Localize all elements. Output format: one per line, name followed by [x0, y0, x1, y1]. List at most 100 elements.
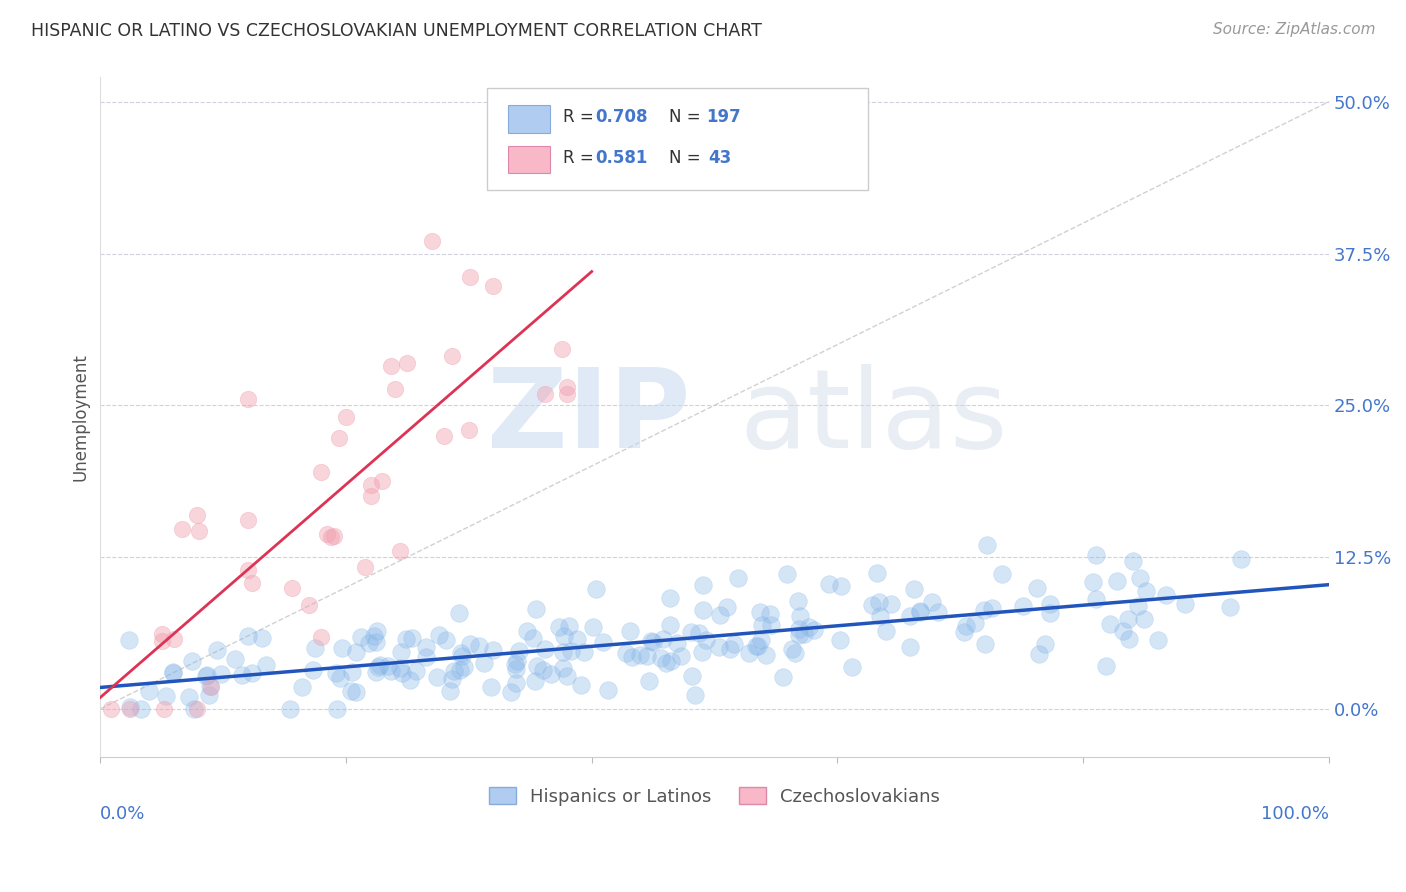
Point	[614, 646, 637, 660]
Point	[553, 629, 575, 643]
Point	[787, 628, 810, 642]
Legend: Hispanics or Latinos, Czechoslovakians: Hispanics or Latinos, Czechoslovakians	[482, 780, 948, 813]
Point	[869, 609, 891, 624]
Point	[908, 603, 931, 617]
Point	[326, 702, 349, 716]
Point	[955, 619, 977, 633]
FancyBboxPatch shape	[488, 87, 868, 190]
Point	[405, 664, 427, 678]
Point	[427, 627, 450, 641]
Text: 100.0%: 100.0%	[1261, 805, 1329, 823]
Point	[449, 663, 471, 677]
Point	[523, 674, 546, 689]
Point	[830, 632, 852, 647]
Point	[482, 642, 505, 657]
Point	[744, 639, 766, 653]
Point	[965, 615, 987, 630]
Point	[755, 648, 778, 663]
Point	[384, 382, 406, 396]
Point	[1112, 624, 1135, 638]
Point	[641, 635, 664, 649]
Point	[620, 649, 643, 664]
Point	[560, 644, 582, 658]
Point	[505, 675, 527, 690]
Point	[1219, 599, 1241, 614]
Point	[860, 598, 883, 612]
Point	[688, 626, 710, 640]
Point	[953, 624, 976, 639]
Point	[841, 660, 863, 674]
Point	[981, 600, 1004, 615]
Point	[690, 644, 713, 658]
Point	[389, 645, 412, 659]
Point	[555, 386, 578, 401]
Point	[451, 648, 474, 663]
Point	[152, 702, 174, 716]
Point	[1084, 591, 1107, 606]
Point	[389, 661, 412, 675]
Point	[426, 670, 449, 684]
Point	[651, 632, 673, 647]
Point	[1174, 598, 1197, 612]
Point	[499, 685, 522, 699]
Point	[380, 359, 402, 373]
Point	[224, 652, 246, 666]
Point	[751, 617, 773, 632]
Point	[301, 663, 323, 677]
Point	[388, 544, 411, 558]
Point	[339, 683, 361, 698]
Point	[396, 356, 419, 370]
Point	[747, 639, 769, 653]
Point	[240, 576, 263, 591]
Point	[150, 626, 173, 640]
Point	[1154, 588, 1177, 602]
Point	[100, 702, 122, 716]
Point	[619, 624, 641, 638]
Point	[278, 702, 301, 716]
Point	[1033, 637, 1056, 651]
Text: 43: 43	[709, 149, 731, 167]
Point	[207, 643, 229, 657]
Point	[522, 632, 544, 646]
Point	[198, 689, 221, 703]
Point	[516, 624, 538, 638]
Point	[738, 646, 761, 660]
Point	[1135, 583, 1157, 598]
Point	[748, 605, 770, 619]
Point	[291, 680, 314, 694]
Point	[508, 643, 530, 657]
Point	[505, 662, 527, 676]
Point	[1039, 606, 1062, 620]
Point	[460, 637, 482, 651]
Point	[553, 645, 575, 659]
Point	[472, 656, 495, 670]
Point	[749, 633, 772, 648]
Point	[506, 654, 529, 668]
Point	[195, 668, 218, 682]
Text: 0.0%: 0.0%	[100, 805, 146, 823]
Point	[786, 594, 808, 608]
Point	[118, 700, 141, 714]
Text: 0.708: 0.708	[595, 108, 648, 126]
Text: Source: ZipAtlas.com: Source: ZipAtlas.com	[1212, 22, 1375, 37]
Point	[799, 620, 821, 634]
Point	[150, 634, 173, 648]
Point	[479, 680, 502, 694]
Point	[1039, 597, 1062, 611]
Point	[323, 529, 346, 543]
Text: HISPANIC OR LATINO VS CZECHOSLOVAKIAN UNEMPLOYMENT CORRELATION CHART: HISPANIC OR LATINO VS CZECHOSLOVAKIAN UN…	[31, 22, 762, 40]
Point	[692, 578, 714, 592]
Text: atlas: atlas	[740, 364, 1008, 471]
Point	[526, 658, 548, 673]
Point	[443, 664, 465, 678]
Point	[349, 630, 371, 644]
Point	[789, 622, 811, 636]
FancyBboxPatch shape	[508, 146, 550, 173]
Point	[162, 665, 184, 680]
Text: N =: N =	[669, 149, 706, 167]
Point	[1116, 612, 1139, 626]
Point	[990, 566, 1012, 581]
Point	[585, 582, 607, 597]
Point	[927, 605, 949, 619]
Point	[780, 642, 803, 657]
